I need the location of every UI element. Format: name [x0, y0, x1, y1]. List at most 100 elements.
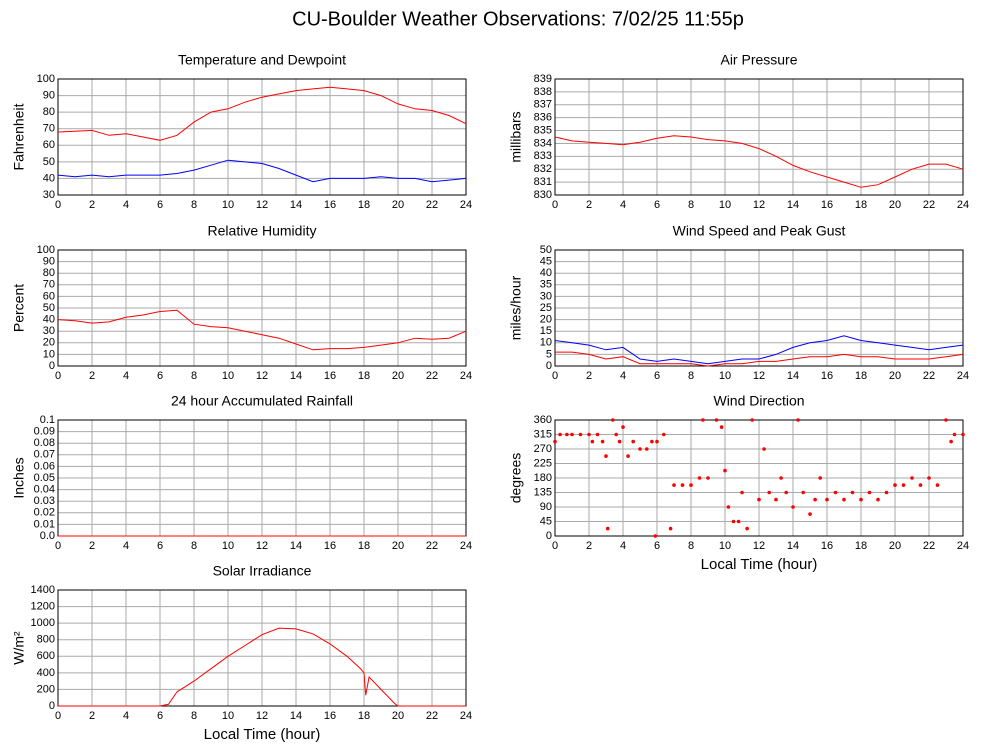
x-tick-label: 16 — [821, 540, 833, 552]
x-tick-label: 18 — [855, 199, 867, 211]
x-tick-label: 8 — [688, 199, 694, 211]
data-point — [813, 497, 817, 502]
x-tick-label: 14 — [290, 199, 302, 211]
data-point — [638, 447, 642, 451]
data-point — [701, 418, 705, 422]
x-tick-label: 4 — [620, 199, 626, 211]
x-tick-label: 16 — [821, 370, 833, 382]
x-tick-label: 22 — [923, 199, 935, 211]
x-tick-label: 12 — [753, 199, 765, 211]
x-tick-label: 18 — [358, 370, 370, 382]
x-tick-label: 22 — [426, 540, 438, 552]
x-tick-label: 14 — [787, 540, 799, 552]
data-point — [784, 490, 788, 495]
y-tick-label: 0.05 — [34, 472, 55, 484]
x-tick-label: 16 — [821, 199, 833, 211]
x-tick-label: 0 — [552, 370, 558, 382]
y-tick-label: 50 — [43, 156, 55, 168]
x-tick-label: 16 — [324, 370, 336, 382]
y-tick-label: 20 — [43, 337, 55, 349]
y-tick-label: 837 — [534, 99, 552, 111]
x-tick-label: 12 — [256, 710, 268, 722]
x-tick-label: 24 — [460, 370, 472, 382]
x-tick-label: 2 — [586, 540, 592, 552]
x-tick-label: 2 — [89, 540, 95, 552]
data-point — [570, 432, 574, 437]
data-point — [731, 519, 736, 524]
y-tick-label: 315 — [534, 428, 552, 440]
x-tick-label: 2 — [89, 710, 95, 722]
data-point — [621, 425, 625, 429]
y-tick-label: 839 — [534, 73, 552, 85]
data-line — [554, 135, 964, 188]
y-tick-label: 1000 — [31, 617, 55, 629]
y-tick-label: 838 — [534, 86, 552, 98]
data-point — [833, 490, 838, 495]
data-point — [578, 432, 583, 437]
x-tick-label: 24 — [460, 199, 472, 211]
chart-title: Relative Humidity — [208, 223, 317, 239]
x-tick-label: 14 — [787, 199, 799, 211]
x-tick-label: 8 — [191, 710, 197, 722]
data-point — [801, 490, 805, 495]
y-tick-label: 836 — [534, 112, 552, 124]
y-tick-label: 0.1 — [40, 414, 55, 426]
y-axis-label: W/m² — [11, 631, 27, 665]
x-axis-label: Local Time (hour) — [204, 726, 321, 743]
x-tick-label: 8 — [191, 199, 197, 211]
data-point — [719, 425, 724, 429]
data-point — [706, 476, 710, 480]
y-axis-label: millibars — [508, 111, 524, 162]
y-tick-label: 10 — [43, 348, 55, 360]
chart-title: Wind Direction — [713, 393, 804, 409]
x-tick-label: 14 — [290, 370, 302, 382]
x-tick-label: 24 — [957, 540, 969, 552]
data-point — [631, 439, 635, 444]
x-tick-label: 12 — [256, 540, 268, 552]
x-tick-label: 6 — [157, 540, 163, 552]
y-tick-label: 40 — [43, 172, 55, 184]
x-tick-label: 4 — [123, 370, 129, 382]
data-line — [554, 335, 964, 365]
y-axis-label: Fahrenheit — [11, 103, 27, 170]
y-tick-label: 45 — [540, 515, 552, 527]
data-point — [850, 490, 855, 495]
x-tick-label: 20 — [392, 370, 404, 382]
data-point — [605, 526, 610, 531]
y-tick-label: 70 — [43, 123, 55, 135]
x-tick-label: 4 — [123, 540, 129, 552]
y-tick-label: 70 — [43, 279, 55, 291]
data-line — [58, 627, 466, 707]
x-tick-label: 18 — [358, 710, 370, 722]
y-tick-label: 100 — [37, 244, 55, 256]
x-tick-label: 2 — [586, 199, 592, 211]
y-tick-label: 20 — [540, 314, 552, 326]
chart-title: Wind Speed and Peak Gust — [673, 223, 846, 239]
data-point — [723, 468, 727, 473]
data-point — [590, 439, 595, 444]
data-line — [57, 86, 467, 141]
x-tick-label: 6 — [157, 710, 163, 722]
x-tick-label: 18 — [358, 540, 370, 552]
y-tick-label: 0 — [546, 360, 552, 372]
x-tick-label: 4 — [123, 710, 129, 722]
x-tick-label: 20 — [889, 370, 901, 382]
x-tick-label: 6 — [157, 370, 163, 382]
data-point — [617, 439, 622, 444]
data-point — [714, 418, 719, 422]
y-tick-label: 400 — [37, 667, 55, 679]
y-tick-label: 200 — [37, 683, 55, 695]
x-tick-label: 24 — [460, 540, 472, 552]
chart-title: Temperature and Dewpoint — [178, 52, 346, 68]
y-axis-label: Percent — [11, 284, 27, 332]
data-point — [655, 439, 659, 444]
x-tick-label: 24 — [957, 370, 969, 382]
data-point — [791, 505, 795, 509]
y-tick-label: 0.06 — [34, 460, 55, 472]
x-tick-label: 14 — [290, 540, 302, 552]
data-point — [961, 432, 965, 437]
x-tick-label: 12 — [753, 370, 765, 382]
y-tick-label: 0 — [49, 360, 55, 372]
data-point — [762, 447, 766, 451]
